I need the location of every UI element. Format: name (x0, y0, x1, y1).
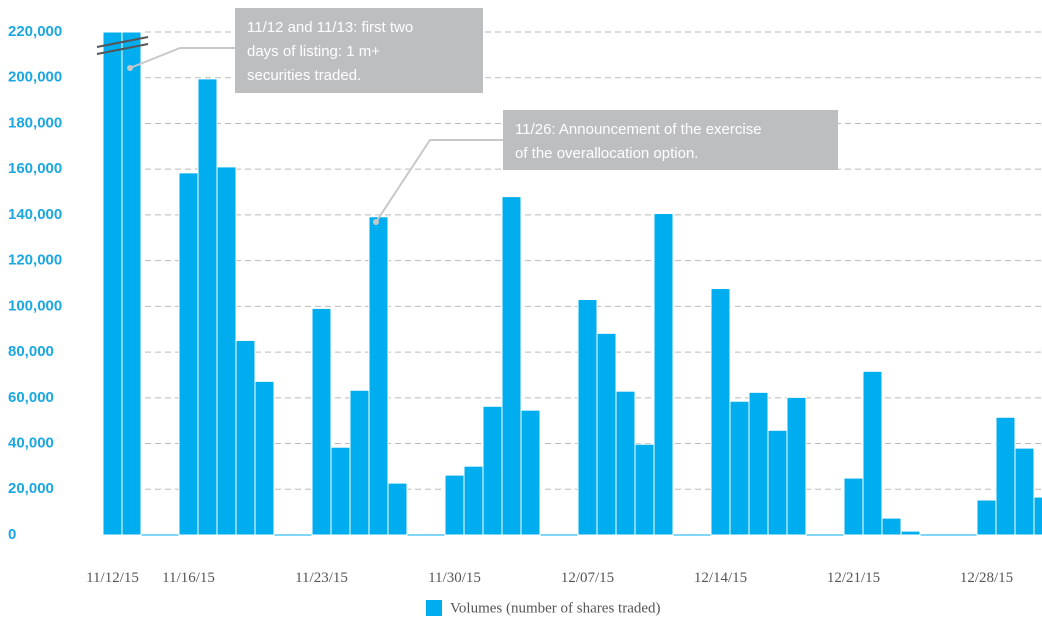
axis-break (96, 36, 149, 48)
y-tick-label: 120,000 (8, 252, 62, 269)
bar (729, 400, 750, 536)
bar (786, 396, 807, 536)
annotation-text: days of listing: 1 m+ (247, 43, 380, 60)
annotation-box (235, 8, 483, 93)
bar (577, 299, 598, 536)
annotation-text: securities traded. (247, 67, 361, 84)
bar (653, 213, 674, 536)
x-tick-label: 11/23/15 (295, 570, 348, 586)
legend-swatch (426, 600, 442, 616)
bar (881, 517, 902, 536)
annotation-text: of the overallocation option. (515, 145, 698, 162)
bar (615, 390, 636, 536)
bar (311, 307, 332, 536)
bar (862, 370, 883, 536)
bar (330, 446, 351, 536)
bar (387, 482, 408, 536)
bar (482, 405, 503, 536)
x-tick-label: 12/21/15 (827, 570, 880, 586)
bar (1014, 447, 1035, 536)
y-tick-label: 80,000 (8, 343, 54, 360)
bar (634, 443, 655, 536)
bar (1033, 496, 1042, 536)
annotation-box (503, 110, 838, 170)
bar (520, 409, 541, 536)
annotation-first-days: 11/12 and 11/13: first two days of listi… (127, 8, 483, 93)
annotation-dot (373, 219, 379, 225)
bar (501, 196, 522, 536)
bar (368, 216, 389, 536)
bar (710, 288, 731, 536)
bar (976, 499, 997, 536)
bar (178, 172, 199, 536)
bar (254, 380, 275, 536)
bar (121, 31, 142, 536)
y-tick-label: 160,000 (8, 160, 62, 177)
y-tick-label: 140,000 (8, 206, 62, 223)
x-tick-label: 11/16/15 (162, 570, 215, 586)
legend-label: Volumes (number of shares traded) (450, 600, 661, 616)
x-tick-label: 11/12/15 (86, 570, 139, 586)
bar (349, 389, 370, 536)
bar (216, 166, 237, 536)
bar (748, 391, 769, 536)
bar (444, 474, 465, 536)
x-tick-label: 11/30/15 (428, 570, 481, 586)
y-tick-label: 220,000 (8, 23, 62, 40)
y-tick-label: 100,000 (8, 297, 62, 314)
bar (596, 332, 617, 536)
annotation-text: 11/12 and 11/13: first two (247, 19, 413, 36)
annotation-dot (127, 65, 133, 71)
y-tick-label: 0 (8, 526, 16, 543)
x-tick-label: 12/14/15 (694, 570, 747, 586)
y-tick-label: 20,000 (8, 480, 54, 497)
bar (900, 530, 921, 536)
bar (843, 477, 864, 536)
annotation-leader (129, 47, 235, 69)
y-tick-label: 180,000 (8, 114, 62, 131)
bar (102, 31, 123, 536)
bar (463, 465, 484, 536)
y-tick-label: 60,000 (8, 389, 54, 406)
x-tick-label: 12/28/15 (960, 570, 1013, 586)
annotation-overallocation: 11/26: Announcement of the exercise of t… (373, 110, 838, 225)
plot: 0 20,000 40,000 60,000 80,000 100,000 120,000 1… (8, 23, 1042, 586)
bar (235, 339, 256, 536)
x-tick-label: 12/07/15 (561, 570, 614, 586)
bar (767, 429, 788, 536)
y-tick-label: 200,000 (8, 69, 62, 86)
annotation-text: 11/26: Announcement of the exercise (515, 121, 762, 138)
annotation-leader (375, 139, 503, 223)
bar (995, 416, 1016, 536)
y-tick-label: 40,000 (8, 435, 54, 452)
bar (197, 78, 218, 536)
axis-break (96, 43, 149, 55)
